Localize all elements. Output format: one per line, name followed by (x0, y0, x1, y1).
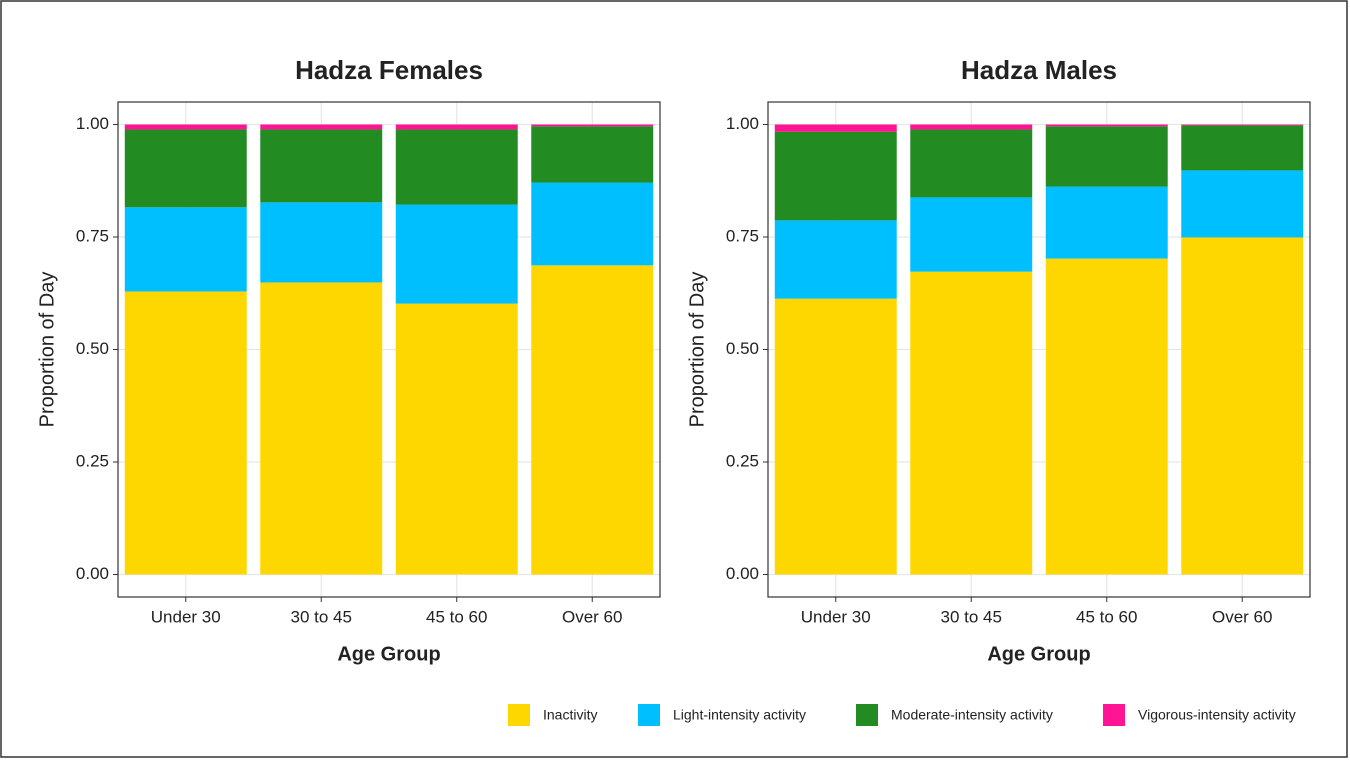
bar-segment (1181, 124, 1304, 126)
x-axis-title: Age Group (337, 643, 440, 665)
x-tick-label: 30 to 45 (941, 607, 1002, 626)
bar-segment (260, 124, 383, 130)
x-tick-label: 45 to 60 (426, 607, 487, 626)
bar-segment (1045, 258, 1168, 575)
legend-label: Light-intensity activity (673, 707, 806, 723)
x-tick-label: Under 30 (801, 607, 871, 626)
x-tick-label: Over 60 (1212, 607, 1272, 626)
y-axis-title: Proportion of Day (686, 272, 708, 428)
y-tick-label: 0.25 (76, 451, 109, 470)
y-tick-label: 1.00 (726, 114, 759, 133)
legend-swatch (1103, 704, 1125, 726)
chart-title: Hadza Females (295, 55, 483, 85)
y-tick-label: 0.00 (726, 564, 759, 583)
bar-segment (1045, 186, 1168, 259)
y-tick-label: 1.00 (76, 114, 109, 133)
plot-border (767, 101, 1311, 598)
bar-segment (774, 124, 897, 132)
bar-segment (1181, 125, 1304, 171)
bar-segment (395, 303, 518, 575)
bar-segment (774, 298, 897, 575)
bar-segment (774, 220, 897, 299)
x-tick-label: 45 to 60 (1076, 607, 1137, 626)
bar-segment (124, 291, 247, 575)
y-tick-label: 0.75 (76, 226, 109, 245)
bar-segment (910, 129, 1033, 198)
plot-border (117, 101, 661, 598)
legend-label: Moderate-intensity activity (891, 707, 1053, 723)
x-tick-label: 30 to 45 (291, 607, 352, 626)
bar-segment (124, 124, 247, 130)
y-tick-label: 0.50 (76, 339, 109, 358)
legend-swatch (638, 704, 660, 726)
bar-segment (910, 271, 1033, 575)
y-tick-label: 0.75 (726, 226, 759, 245)
legend-label: Vigorous-intensity activity (1138, 707, 1296, 723)
bar-segment (531, 124, 654, 127)
x-tick-label: Under 30 (151, 607, 221, 626)
bar-segment (124, 207, 247, 292)
x-tick-label: Over 60 (562, 607, 622, 626)
legend-swatch (856, 704, 878, 726)
bar-segment (774, 131, 897, 221)
y-tick-label: 0.00 (76, 564, 109, 583)
bar-segment (1045, 126, 1168, 187)
bar-segment (395, 204, 518, 304)
bar-segment (1045, 124, 1168, 127)
y-tick-label: 0.25 (726, 451, 759, 470)
x-axis-title: Age Group (987, 643, 1090, 665)
bar-segment (260, 282, 383, 575)
chart-title: Hadza Males (961, 55, 1117, 85)
bar-segment (124, 129, 247, 208)
legend-swatch (508, 704, 530, 726)
y-tick-label: 0.50 (726, 339, 759, 358)
y-axis-title: Proportion of Day (36, 272, 58, 428)
bar-segment (260, 129, 383, 203)
bar-segment (531, 265, 654, 575)
bar-segment (531, 182, 654, 266)
bar-segment (910, 197, 1033, 272)
legend-label: Inactivity (543, 707, 597, 723)
bar-segment (1181, 170, 1304, 238)
bar-segment (395, 124, 518, 130)
bar-segment (1181, 237, 1304, 575)
bar-segment (910, 124, 1033, 130)
bar-segment (260, 202, 383, 283)
bar-segment (531, 126, 654, 183)
bar-segment (395, 129, 518, 205)
